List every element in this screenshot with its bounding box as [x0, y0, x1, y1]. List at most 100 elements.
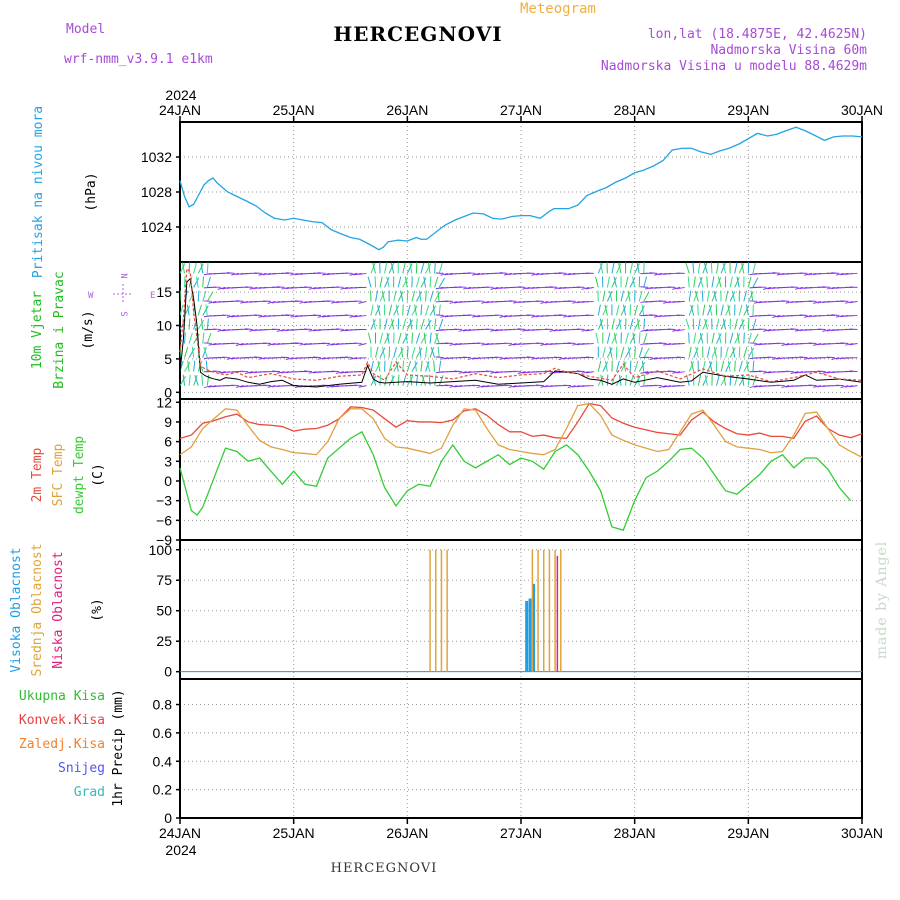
wind-barb — [312, 286, 322, 290]
wind-barb — [763, 329, 772, 332]
wind-barb — [620, 290, 624, 302]
wind-barb — [602, 346, 606, 358]
y-tick-label: −6 — [156, 512, 172, 528]
wind-barb — [485, 370, 494, 373]
y-tick-label: 0.4 — [153, 753, 173, 769]
wind-barb — [817, 300, 826, 304]
wind-barb — [849, 328, 858, 330]
wind-barb — [317, 357, 326, 360]
wind-barb — [729, 374, 732, 386]
wind-barb — [290, 272, 299, 276]
wind-barb — [203, 385, 212, 389]
year-label-top: 2024 — [165, 87, 196, 103]
precip-legend-item: Konvek.Kisa — [19, 713, 105, 728]
wind-barb — [754, 300, 763, 304]
wind-barb — [308, 371, 317, 374]
y-tick-label: 9 — [164, 414, 172, 430]
wind-barb — [608, 290, 613, 302]
wind-barb — [743, 305, 750, 316]
wind-barb — [262, 342, 271, 345]
wind-barb — [640, 329, 649, 332]
wind-barb — [826, 329, 835, 332]
wind-barb — [258, 314, 267, 318]
wind-barb — [734, 360, 736, 372]
wind-barb — [618, 318, 622, 330]
wind-barb — [713, 346, 717, 358]
temp-line — [179, 430, 852, 531]
wind-barb — [693, 290, 699, 302]
wind-barb — [415, 347, 423, 358]
wind-barb — [397, 374, 400, 386]
wind-barb — [694, 290, 699, 302]
wind-barb — [738, 360, 743, 372]
altitude-text: Nadmorska Visina 60m — [710, 43, 867, 58]
wind-barb — [699, 276, 704, 288]
wind-barb — [849, 370, 858, 373]
wind-barb — [844, 343, 854, 346]
wind-barb — [420, 262, 425, 274]
wind-barb — [734, 333, 741, 344]
wind-barb — [322, 314, 331, 318]
wind-barb — [513, 343, 522, 346]
wind-barb — [184, 361, 191, 372]
wind-barb — [736, 276, 740, 288]
wind-barb — [611, 277, 617, 288]
wind-barb — [622, 304, 627, 316]
wind-barb — [433, 360, 436, 372]
wind-barb — [285, 272, 294, 274]
wind-barb — [572, 385, 581, 388]
wind-barb — [585, 329, 594, 332]
ylabel-precip: 1hr Precip (mm) — [111, 689, 126, 806]
wind-barb — [638, 332, 641, 344]
wind-barb — [434, 262, 436, 274]
ylabel-pressure-unit: (hPa) — [84, 172, 99, 211]
wind-barb — [249, 286, 258, 290]
wind-barb — [634, 360, 639, 372]
wind-barb — [467, 314, 476, 316]
wind-barb — [262, 384, 271, 387]
wind-barb — [688, 290, 692, 302]
wind-barb — [776, 272, 785, 276]
wind-barb — [602, 290, 606, 302]
wind-barb — [641, 304, 645, 316]
wind-barb — [272, 300, 281, 304]
wind-barb — [620, 305, 627, 316]
wind-barb — [703, 262, 708, 274]
wind-barb — [720, 319, 727, 330]
wind-barb — [653, 357, 663, 360]
wind-barb — [697, 276, 703, 288]
wind-barb — [636, 262, 640, 274]
wind-barb — [353, 384, 362, 387]
wind-barb — [585, 371, 594, 374]
wind-barb — [377, 360, 381, 372]
x-tick-label-top: 24JAN — [159, 102, 201, 118]
wind-barb — [822, 371, 831, 374]
wind-barb — [420, 277, 427, 288]
wind-barb — [393, 305, 399, 316]
wind-barb — [406, 304, 411, 316]
wind-barb — [840, 300, 849, 302]
wind-barb — [644, 286, 653, 290]
wind-barb — [643, 347, 650, 358]
wind-barb — [799, 314, 808, 316]
model-altitude-text: Nadmorska Visina u modelu 88.4629m — [600, 59, 867, 74]
y-tick-label: 0 — [164, 384, 172, 400]
ylabel-cloud-low: Niska Oblacnost — [51, 551, 66, 668]
wind-barb — [549, 286, 558, 288]
wind-barb — [686, 374, 690, 386]
wind-barb — [400, 346, 404, 358]
wind-barb — [790, 328, 799, 330]
wind-barb — [741, 262, 745, 274]
wind-barb — [429, 290, 434, 302]
wind-barb — [813, 343, 822, 346]
wind-barb — [409, 262, 413, 274]
wind-barb — [720, 360, 725, 372]
wind-barb — [184, 332, 186, 344]
wind-barb — [627, 346, 631, 358]
wind-barb — [400, 290, 404, 302]
wind-barb — [702, 262, 708, 274]
wind-barb — [702, 360, 706, 372]
wind-barb — [695, 346, 699, 358]
wind-barb — [425, 319, 432, 330]
wind-barb — [472, 314, 481, 318]
